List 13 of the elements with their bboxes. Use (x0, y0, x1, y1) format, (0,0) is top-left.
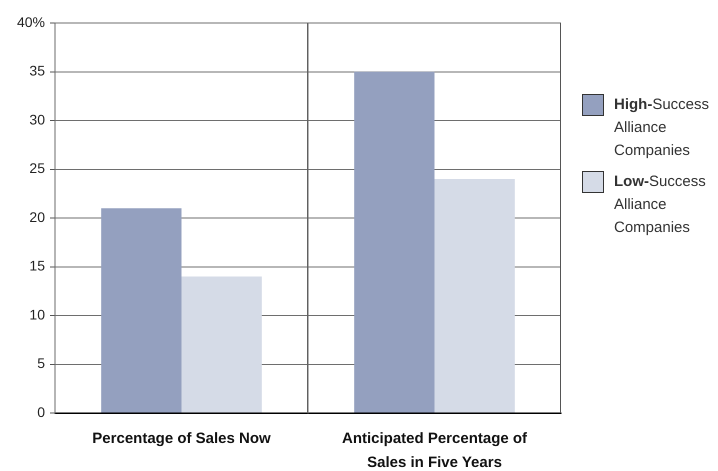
x-tick-label: Anticipated Percentage of Sales in Five Years (342, 430, 528, 471)
y-tick-label: 30 (29, 111, 46, 128)
y-tick-label: 35 (29, 62, 46, 79)
y-tick-label: 25 (29, 160, 46, 176)
y-tick-label: 15 (29, 258, 46, 274)
y-tick-label: 20 (29, 208, 46, 225)
y-tick-label: 5 (37, 355, 46, 372)
y-tick-label: 40% (16, 14, 45, 30)
y-tick-label: 0 (37, 404, 46, 420)
x-tick-label: Percentage of Sales Now (92, 430, 272, 448)
y-tick-label: 10 (29, 306, 46, 322)
legend-label: High-Success Alliance Companies (614, 96, 710, 159)
legend-label: Low-Success Alliance Companies (614, 173, 706, 236)
